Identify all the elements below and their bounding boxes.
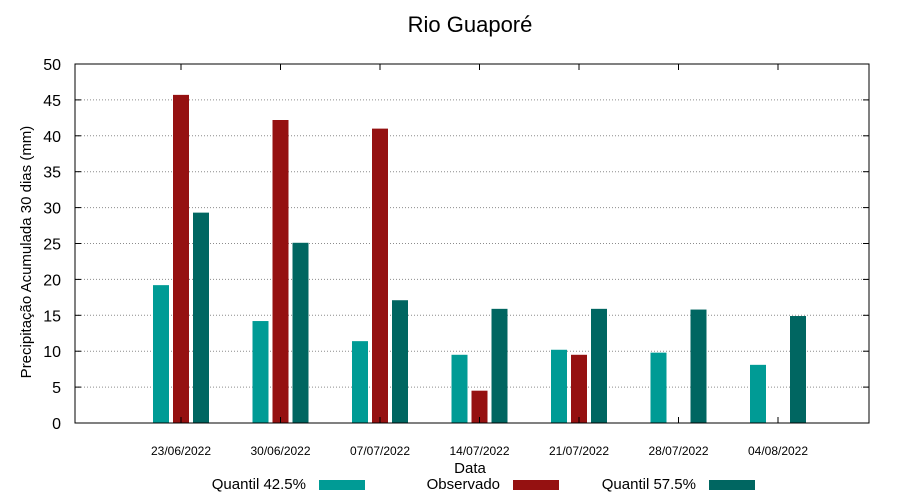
chart-title: Rio Guaporé bbox=[408, 12, 533, 37]
bar-quantil-42-5 bbox=[551, 349, 567, 423]
legend-swatch bbox=[709, 480, 755, 490]
bar-quantil-42-5 bbox=[153, 285, 169, 423]
legend: Quantil 42.5% Observado Quantil 57.5% bbox=[212, 476, 755, 493]
bar-quantil-42-5 bbox=[650, 352, 667, 423]
x-tick-label: 21/07/2022 bbox=[549, 444, 609, 458]
bar-observado bbox=[372, 128, 388, 423]
y-tick-label: 20 bbox=[43, 272, 61, 289]
x-tick-label: 04/08/2022 bbox=[748, 444, 808, 458]
x-tick-label: 30/06/2022 bbox=[250, 444, 310, 458]
y-tick-label: 10 bbox=[43, 344, 61, 361]
bar-quantil-42-5 bbox=[252, 321, 269, 423]
bar-quantil-57-5 bbox=[690, 309, 707, 423]
bar-quantil-42-5 bbox=[352, 341, 368, 423]
x-tick-label: 28/07/2022 bbox=[648, 444, 708, 458]
y-axis-title: Precipitação Acumulada 30 dias (mm) bbox=[18, 126, 35, 379]
y-tick-label: 15 bbox=[43, 308, 61, 325]
legend-swatch bbox=[319, 480, 365, 490]
x-tick-label: 23/06/2022 bbox=[151, 444, 211, 458]
x-tick-label: 14/07/2022 bbox=[449, 444, 509, 458]
x-tick-label: 07/07/2022 bbox=[350, 444, 410, 458]
y-tick-label: 25 bbox=[43, 237, 61, 254]
y-tick-label: 45 bbox=[43, 93, 61, 110]
legend-swatch bbox=[513, 480, 559, 490]
bar-observado bbox=[471, 390, 488, 423]
bar-observado bbox=[173, 94, 189, 424]
bar-quantil-57-5 bbox=[591, 308, 607, 423]
y-tick-label: 50 bbox=[43, 57, 61, 74]
x-axis-ticks: 23/06/2022 30/06/2022 07/07/2022 14/07/2022… bbox=[151, 64, 808, 458]
x-axis-title: Data bbox=[454, 460, 486, 477]
legend-label: Observado bbox=[427, 476, 500, 493]
legend-label: Quantil 42.5% bbox=[212, 476, 306, 493]
y-axis-ticks: 0 5 10 15 20 25 30 35 40 45 50 bbox=[43, 57, 869, 433]
y-tick-label: 30 bbox=[43, 201, 61, 218]
bar-quantil-57-5 bbox=[790, 316, 806, 423]
y-tick-label: 35 bbox=[43, 165, 61, 182]
bar-quantil-42-5 bbox=[750, 364, 766, 423]
bar-quantil-42-5 bbox=[451, 354, 468, 423]
bar-observado bbox=[272, 120, 289, 423]
y-tick-label: 40 bbox=[43, 129, 61, 146]
y-tick-label: 5 bbox=[52, 380, 61, 397]
bars bbox=[153, 94, 806, 424]
bar-observado bbox=[571, 354, 587, 423]
bar-quantil-57-5 bbox=[193, 212, 209, 423]
bar-quantil-57-5 bbox=[491, 308, 508, 423]
bar-quantil-57-5 bbox=[392, 300, 408, 423]
legend-label: Quantil 57.5% bbox=[602, 476, 696, 493]
y-tick-label: 0 bbox=[52, 416, 61, 433]
bar-quantil-57-5 bbox=[292, 242, 309, 423]
